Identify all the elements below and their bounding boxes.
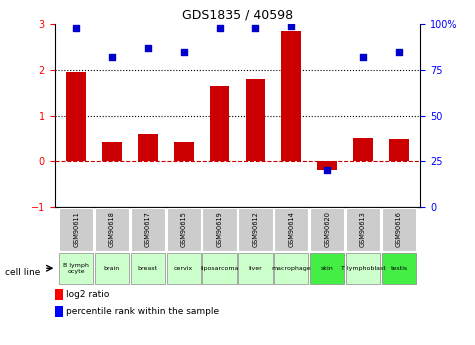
- Bar: [209, 86, 229, 161]
- Bar: [381, 208, 416, 251]
- Bar: [138, 134, 158, 161]
- Bar: [381, 253, 416, 284]
- Text: GSM90613: GSM90613: [360, 211, 366, 247]
- Text: brain: brain: [104, 266, 120, 271]
- Bar: [238, 253, 273, 284]
- Bar: [310, 208, 344, 251]
- Point: [180, 49, 188, 54]
- Bar: [202, 208, 237, 251]
- Bar: [174, 142, 194, 161]
- Bar: [274, 208, 308, 251]
- Point: [359, 54, 367, 60]
- Bar: [310, 253, 344, 284]
- Bar: [59, 208, 94, 251]
- Point: [287, 23, 295, 29]
- Bar: [167, 253, 201, 284]
- Point: [72, 25, 80, 31]
- Bar: [66, 72, 86, 161]
- Text: GSM90618: GSM90618: [109, 211, 115, 247]
- Bar: [95, 253, 129, 284]
- Text: log2 ratio: log2 ratio: [66, 290, 110, 299]
- Bar: [131, 208, 165, 251]
- Point: [144, 45, 152, 51]
- Text: macrophage: macrophage: [272, 266, 311, 271]
- Title: GDS1835 / 40598: GDS1835 / 40598: [182, 9, 293, 22]
- Bar: [246, 79, 266, 161]
- Bar: [281, 31, 301, 161]
- Text: skin: skin: [321, 266, 333, 271]
- Bar: [274, 253, 308, 284]
- Bar: [202, 253, 237, 284]
- Bar: [95, 208, 129, 251]
- Text: GSM90615: GSM90615: [180, 211, 187, 247]
- Bar: [131, 253, 165, 284]
- Text: cervix: cervix: [174, 266, 193, 271]
- Text: breast: breast: [138, 266, 158, 271]
- Text: GSM90614: GSM90614: [288, 211, 294, 247]
- Text: T lymphoblast: T lymphoblast: [341, 266, 385, 271]
- Bar: [346, 208, 380, 251]
- Text: GSM90619: GSM90619: [217, 211, 223, 247]
- Bar: [353, 138, 373, 161]
- Bar: [102, 142, 122, 161]
- Text: testis: testis: [390, 266, 408, 271]
- Text: percentile rank within the sample: percentile rank within the sample: [66, 307, 219, 316]
- Point: [216, 25, 223, 31]
- Text: GSM90617: GSM90617: [145, 211, 151, 247]
- Bar: [59, 253, 94, 284]
- Point: [323, 168, 331, 173]
- Text: cell line: cell line: [5, 268, 40, 277]
- Text: GSM90612: GSM90612: [252, 211, 258, 247]
- Bar: [238, 208, 273, 251]
- Bar: [389, 139, 408, 161]
- Text: GSM90620: GSM90620: [324, 211, 330, 247]
- Text: liposarcoma: liposarcoma: [200, 266, 239, 271]
- Point: [252, 25, 259, 31]
- Bar: [317, 161, 337, 169]
- Point: [108, 54, 116, 60]
- Point: [395, 49, 403, 54]
- Text: B lymph
ocyte: B lymph ocyte: [63, 263, 89, 274]
- Text: GSM90616: GSM90616: [396, 211, 402, 247]
- Text: liver: liver: [248, 266, 262, 271]
- Bar: [346, 253, 380, 284]
- Bar: [167, 208, 201, 251]
- Text: GSM90611: GSM90611: [73, 211, 79, 247]
